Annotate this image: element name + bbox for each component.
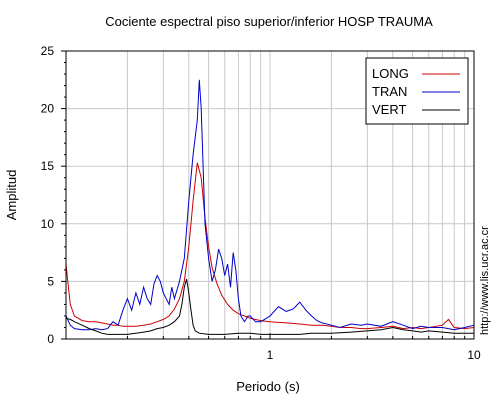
series-line-vert: [65, 278, 474, 335]
y-tick-label: 0: [47, 332, 54, 346]
series-line-long: [65, 162, 475, 330]
x-tick-label: 1: [267, 348, 274, 362]
legend-box: [365, 57, 469, 125]
series-line-tran: [65, 79, 475, 331]
legend: LONG TRAN VERT: [365, 57, 469, 125]
y-tick-label: 15: [41, 159, 55, 173]
legend-label: VERT: [372, 102, 406, 117]
series-layer: [65, 79, 475, 335]
x-tick-label: 10: [467, 348, 481, 362]
axis-ticks: 0 5 10 15 20 25 1 10: [41, 44, 481, 362]
y-axis-label: Amplitud: [4, 170, 19, 221]
y-tick-label: 5: [47, 274, 54, 288]
x-axis-label: Periodo (s): [236, 379, 300, 394]
y-tick-label: 10: [41, 217, 55, 231]
legend-label: LONG: [372, 66, 409, 81]
y-tick-label: 25: [41, 44, 55, 58]
legend-label: TRAN: [372, 84, 407, 99]
side-url: http://www.lis.ucr.ac.cr: [479, 226, 491, 335]
chart-title: Cociente espectral piso superior/inferio…: [105, 14, 433, 29]
y-tick-label: 20: [41, 102, 55, 116]
